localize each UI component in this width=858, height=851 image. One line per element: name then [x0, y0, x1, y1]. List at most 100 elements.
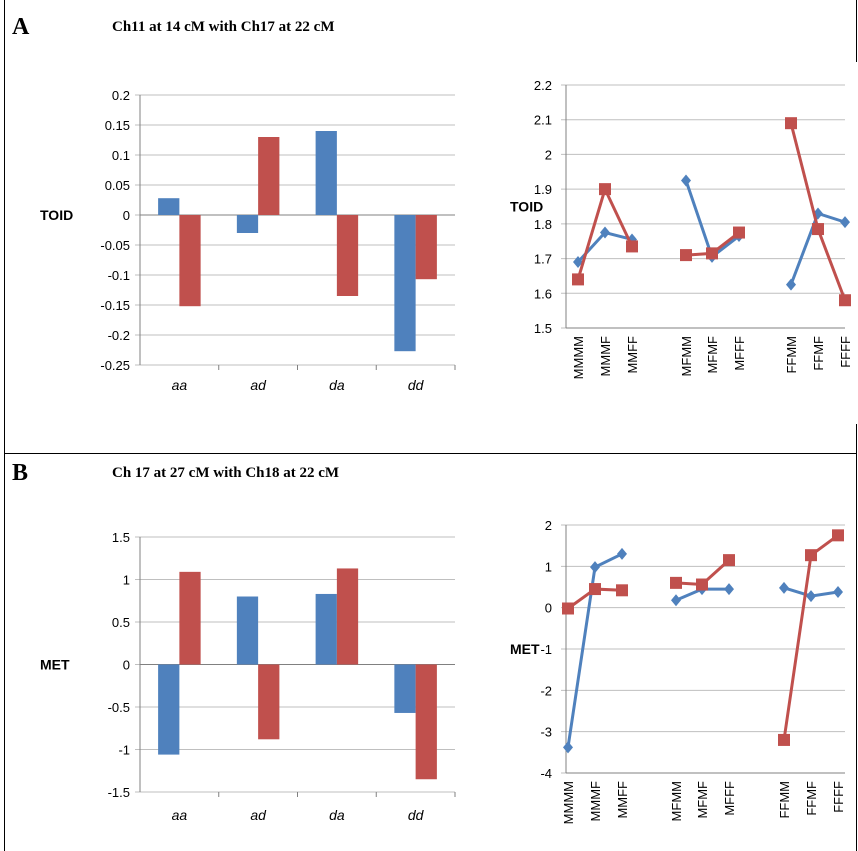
- y-tick-label: 0.15: [105, 118, 130, 133]
- y-axis-label: TOID: [40, 207, 73, 223]
- point-red-MFFF: [723, 554, 735, 567]
- y-tick-label: 0.2: [112, 88, 130, 103]
- panel-letter-a: A: [12, 14, 30, 40]
- x-category-label: MMMM: [561, 781, 576, 824]
- y-tick-label: 2: [545, 518, 552, 533]
- point-red-MMMF: [599, 183, 611, 196]
- x-category-label: aa: [172, 807, 188, 823]
- point-blue-FFFF: [840, 216, 850, 229]
- point-blue-MFFF: [724, 583, 734, 596]
- y-tick-label: 1.5: [112, 530, 130, 545]
- y-tick-label: 2.2: [534, 78, 552, 93]
- bar-red-aa: [179, 215, 201, 307]
- x-category-label: FFFF: [838, 336, 853, 368]
- x-category-label: FFMF: [811, 336, 826, 371]
- y-tick-label: 1.8: [534, 217, 552, 232]
- point-red-MFFF: [733, 226, 745, 239]
- x-category-label: aa: [172, 377, 188, 393]
- x-category-label: da: [329, 807, 345, 823]
- point-red-MMFF: [616, 584, 628, 597]
- y-tick-label: 0.5: [112, 615, 130, 630]
- y-axis-label: MET: [510, 641, 540, 657]
- point-blue-FFMF: [806, 590, 816, 603]
- point-blue-MMMM: [573, 256, 583, 269]
- x-category-label: MFMF: [705, 336, 720, 374]
- point-blue-MMMM: [563, 741, 573, 754]
- x-category-label: MMMF: [588, 781, 603, 821]
- x-category-label: MFMF: [695, 781, 710, 819]
- y-tick-label: -1: [118, 743, 130, 758]
- bar-blue-dd: [394, 664, 416, 713]
- x-category-label: MFMM: [669, 781, 684, 821]
- point-red-MFMF: [696, 578, 708, 591]
- x-category-label: FFMM: [784, 336, 799, 374]
- bar-red-aa: [179, 571, 201, 665]
- bar-blue-aa: [158, 664, 180, 755]
- x-category-label: MMFF: [615, 781, 630, 819]
- x-category-label: MFFF: [722, 781, 737, 816]
- y-tick-label: -0.15: [100, 298, 130, 313]
- panel-b-right-border: [856, 454, 857, 851]
- x-category-label: MFMM: [679, 336, 694, 376]
- panel-title-a: Ch11 at 14 cM with Ch17 at 22 cM: [112, 19, 335, 35]
- x-category-label: dd: [408, 807, 425, 823]
- panel-title-b: Ch 17 at 27 cM with Ch18 at 22 cM: [112, 465, 340, 481]
- point-red-FFFF: [839, 294, 851, 307]
- bar-blue-da: [315, 131, 337, 215]
- panel-a-right-border-bottom: [856, 424, 857, 454]
- y-tick-label: -2: [540, 683, 552, 698]
- y-tick-label: -0.1: [108, 268, 130, 283]
- point-red-MMMM: [562, 602, 574, 615]
- point-blue-FFFF: [833, 585, 843, 598]
- y-tick-label: 0: [123, 658, 130, 673]
- x-category-label: FFFF: [831, 781, 846, 813]
- bar-red-dd: [415, 664, 437, 780]
- y-tick-label: -0.5: [108, 700, 130, 715]
- point-blue-MFMM: [681, 174, 691, 187]
- bar-red-dd: [415, 215, 437, 280]
- panel-a-right-border-top: [856, 0, 857, 62]
- x-category-label: FFMF: [804, 781, 819, 816]
- panel-b-left-border: [4, 454, 5, 851]
- point-red-FFMF: [805, 549, 817, 562]
- point-blue-FFMM: [779, 581, 789, 594]
- y-tick-label: 0.1: [112, 148, 130, 163]
- point-red-MFMM: [680, 249, 692, 262]
- bar-blue-dd: [394, 215, 416, 352]
- point-red-FFFF: [832, 529, 844, 542]
- y-tick-label: 1: [123, 573, 130, 588]
- panel-a-left-border: [4, 0, 5, 454]
- point-red-MMMM: [572, 273, 584, 286]
- x-category-label: MMFF: [625, 336, 640, 374]
- point-red-FFMM: [785, 117, 797, 130]
- point-red-MFMF: [706, 247, 718, 260]
- point-blue-MMMF: [600, 226, 610, 239]
- point-red-FFMF: [812, 223, 824, 236]
- y-tick-label: 0.05: [105, 178, 130, 193]
- x-category-label: ad: [250, 377, 267, 393]
- point-red-MMMF: [589, 583, 601, 596]
- bar-red-ad: [258, 664, 280, 740]
- y-tick-label: 1.7: [534, 252, 552, 267]
- bar-blue-aa: [158, 198, 180, 215]
- bar-blue-ad: [236, 215, 259, 233]
- x-category-label: dd: [408, 377, 425, 393]
- panel-letter-b: B: [12, 460, 29, 486]
- point-blue-MFMM: [671, 594, 681, 607]
- y-tick-label: -1.5: [108, 785, 130, 800]
- y-tick-label: 1: [545, 559, 552, 574]
- y-tick-label: 2.1: [534, 113, 552, 128]
- y-tick-label: -1: [540, 642, 552, 657]
- point-blue-FFMM: [786, 278, 796, 291]
- y-tick-label: -0.25: [100, 358, 130, 373]
- bar-red-da: [336, 568, 359, 665]
- x-category-label: da: [329, 377, 345, 393]
- y-axis-label: MET: [40, 657, 70, 673]
- y-tick-label: -4: [540, 766, 552, 781]
- panel-divider: [4, 453, 857, 454]
- bar-blue-da: [315, 593, 337, 665]
- y-tick-label: 0: [123, 208, 130, 223]
